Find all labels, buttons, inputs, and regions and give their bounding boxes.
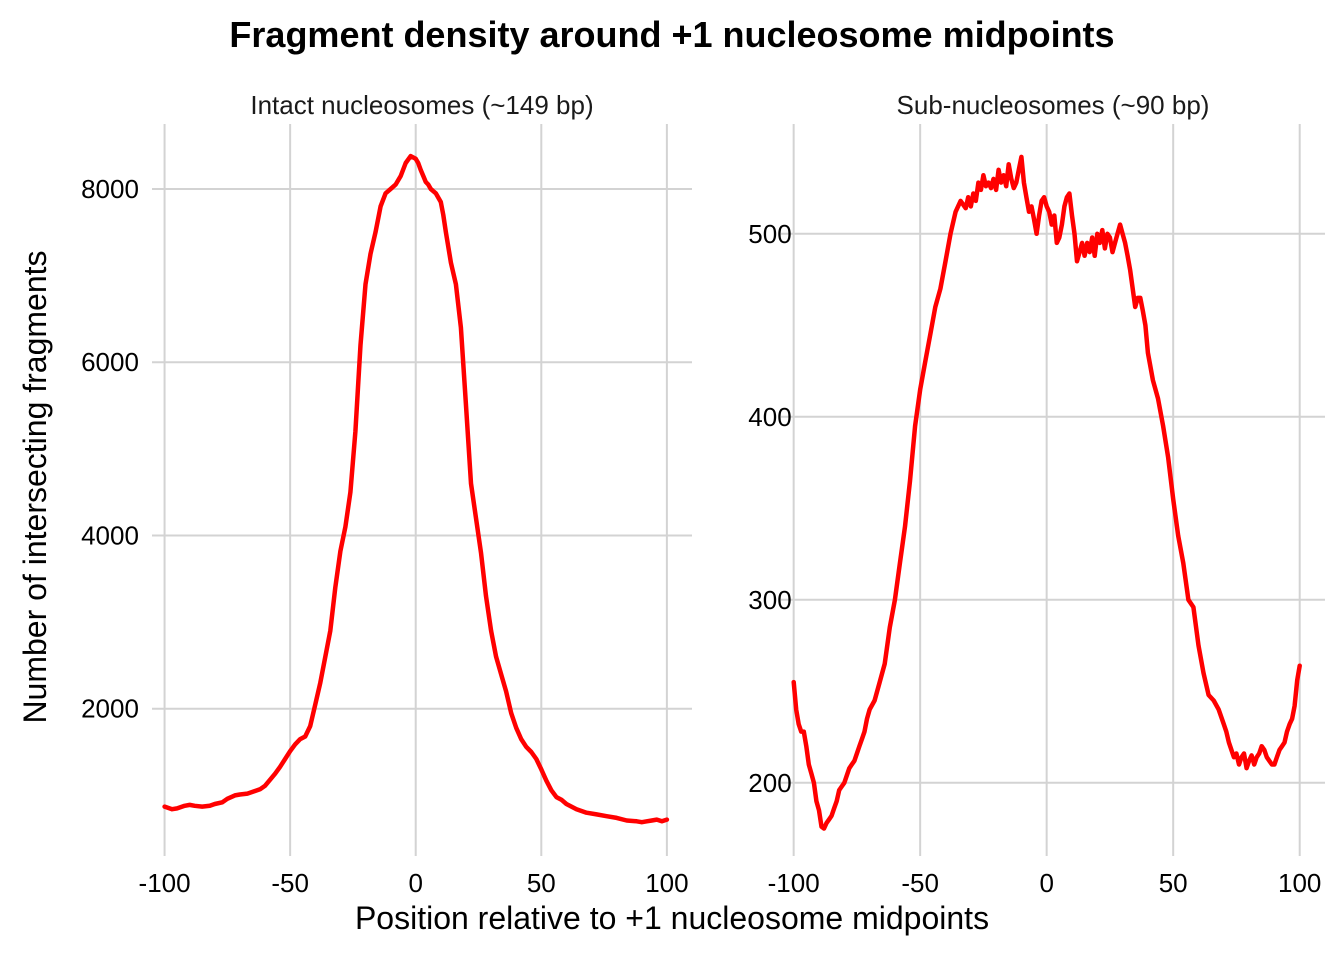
x-tick-label: 50 <box>527 868 556 898</box>
y-tick-label: 6000 <box>81 347 139 377</box>
x-tick-label: 100 <box>645 868 688 898</box>
y-tick-label: 400 <box>748 402 791 432</box>
x-tick-label: -50 <box>901 868 939 898</box>
x-tick-label: 100 <box>1278 868 1321 898</box>
x-tick-label: -100 <box>768 868 820 898</box>
y-tick-label: 200 <box>748 768 791 798</box>
y-tick-label: 2000 <box>81 694 139 724</box>
x-axis-label: Position relative to +1 nucleosome midpo… <box>354 900 990 936</box>
series-line <box>791 154 1302 831</box>
y-tick-label: 300 <box>748 585 791 615</box>
x-tick-label: -100 <box>139 868 191 898</box>
x-tick-label: 50 <box>1159 868 1188 898</box>
y-tick-label: 500 <box>748 219 791 249</box>
figure-title: Fragment density around +1 nucleosome mi… <box>229 14 1115 55</box>
x-tick-label: 0 <box>1039 868 1053 898</box>
panel-title: Sub-nucleosomes (~90 bp) <box>897 90 1210 120</box>
x-tick-label: -50 <box>271 868 309 898</box>
panel-2: Sub-nucleosomes (~90 bp) -100 -50 0 50 100 200… <box>748 90 1325 898</box>
panel-title: Intact nucleosomes (~149 bp) <box>250 90 593 120</box>
panel-1: Intact nucleosomes (~149 bp) -100 -50 0 50 10… <box>81 90 692 898</box>
y-tick-label: 4000 <box>81 520 139 550</box>
y-tick-label: 8000 <box>81 174 139 204</box>
series-line <box>162 153 670 825</box>
x-tick-label: 0 <box>408 868 422 898</box>
